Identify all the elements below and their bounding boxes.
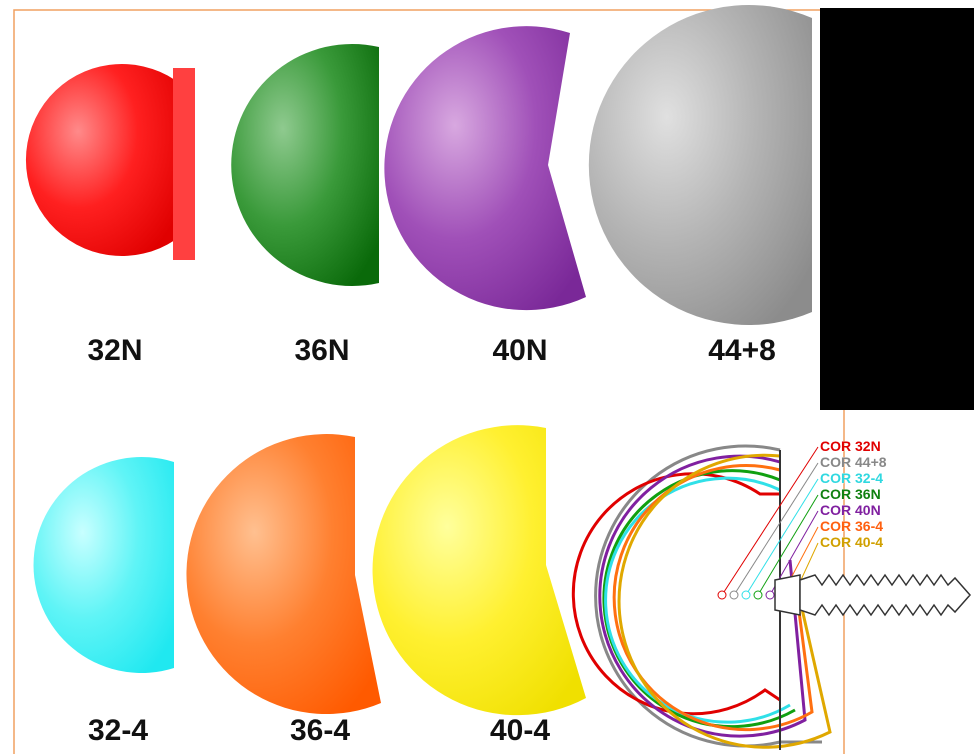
outline-32n	[571, 472, 781, 716]
head-32n	[25, 64, 175, 257]
outline-40-4	[617, 453, 832, 749]
legend-item: COR 40N	[820, 502, 881, 518]
pointer-lines	[717, 446, 819, 600]
schematic	[571, 444, 832, 750]
head-label: 40N	[492, 334, 547, 367]
screw-thread	[799, 573, 972, 617]
outline-32-4	[604, 476, 791, 724]
outline-36-4	[612, 464, 814, 732]
labels: 32N 36N 40N 44+8 32-4 36-4 40-4	[87, 334, 775, 747]
head-36-4	[186, 434, 381, 715]
head-label: 36-4	[290, 714, 350, 747]
legend: COR 32N COR 44+8 COR 32-4 COR 36N COR 40…	[820, 438, 887, 550]
outline-40n	[598, 454, 807, 738]
head-32n-neck	[173, 68, 195, 260]
head-44-8	[588, 5, 812, 325]
head-40-4	[372, 425, 586, 716]
head-label: 32N	[87, 334, 142, 367]
legend-item: COR 36N	[820, 486, 881, 502]
legend-item: COR 40-4	[820, 534, 883, 550]
head-label: 44+8	[708, 334, 776, 367]
cor-dot	[765, 590, 775, 600]
pointer	[757, 494, 819, 596]
cor-dot	[741, 590, 751, 600]
pointer	[733, 462, 819, 596]
cor-dot	[729, 590, 739, 600]
legend-item: COR 44+8	[820, 454, 887, 470]
head-36n	[231, 43, 379, 286]
legend-item: COR 36-4	[820, 518, 883, 534]
screw	[774, 573, 972, 617]
head-40n	[384, 26, 586, 311]
black-panel	[820, 8, 974, 410]
head-32-4	[33, 457, 174, 673]
screw-head	[774, 574, 801, 616]
legend-item: COR 32-4	[820, 470, 883, 486]
head-label: 40-4	[490, 714, 550, 747]
pointer	[721, 446, 819, 596]
cor-dot	[753, 590, 763, 600]
head-label: 32-4	[88, 714, 148, 747]
legend-item: COR 32N	[820, 438, 881, 454]
head-label: 36N	[294, 334, 349, 367]
cor-dot	[717, 590, 727, 600]
pointer	[745, 478, 819, 596]
outline-44-8	[594, 444, 822, 748]
